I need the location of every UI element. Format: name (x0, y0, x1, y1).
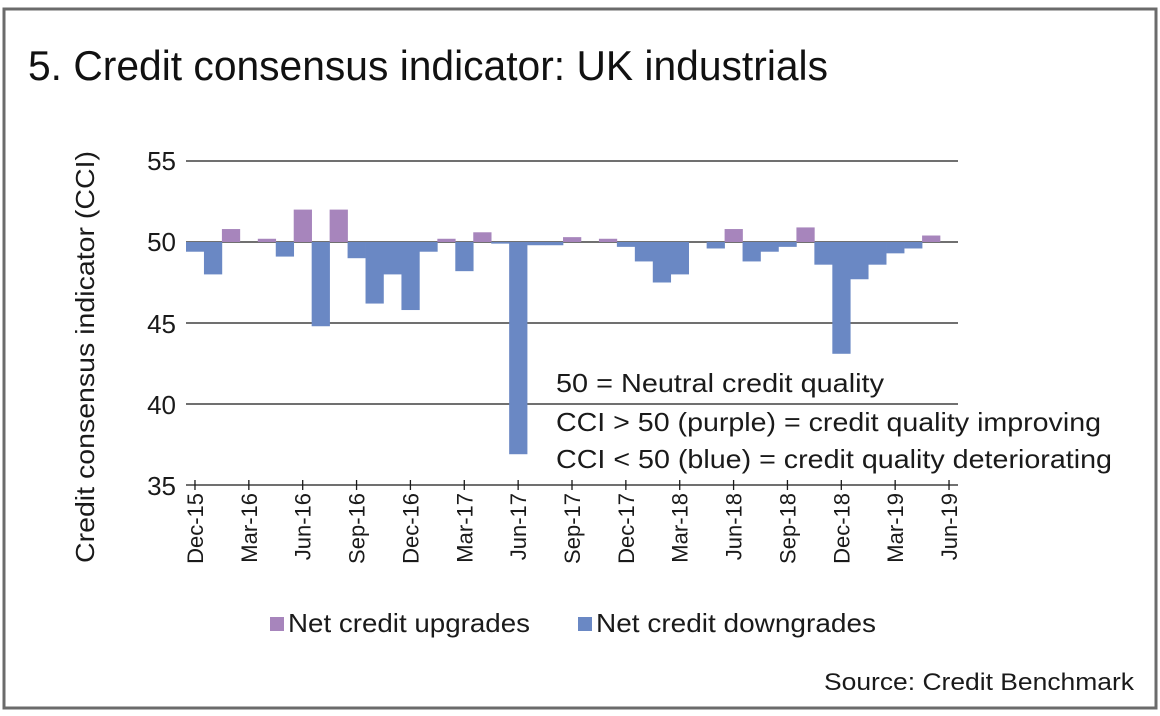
y-tick-label: 55 (147, 146, 176, 176)
x-tick-label: Jun-17 (506, 493, 531, 560)
bar-upgrade-Jun-16 (293, 209, 312, 242)
y-tick-label: 45 (147, 309, 176, 339)
bar-upgrade-Feb-16 (221, 229, 241, 242)
x-tick-label: Sep-17 (560, 493, 585, 564)
bar-downgrade-Apr-19 (904, 242, 923, 249)
x-tick-label: Dec-15 (183, 493, 208, 564)
annotation-improving: CCI > 50 (purple) = credit quality impro… (556, 407, 1101, 437)
bar-downgrade-Dec-18 (832, 242, 851, 354)
legend: Net credit upgrades Net credit downgrade… (270, 608, 876, 638)
bar-downgrade-Jan-16 (203, 242, 223, 275)
bar-downgrade-Dec-17 (616, 242, 636, 247)
source-note: Source: Credit Benchmark (824, 669, 1135, 696)
bar-upgrade-Feb-17 (437, 238, 456, 242)
bar-upgrade-Nov-17 (598, 238, 618, 242)
annotation-deteriorating: CCI < 50 (blue) = credit quality deterio… (556, 444, 1112, 474)
bar-downgrade-Jul-18 (742, 242, 761, 262)
chart-frame (2, 7, 1158, 710)
bar-downgrade-May-16 (275, 242, 295, 257)
bar-downgrade-Mar-17 (455, 242, 474, 272)
x-tick-label: Dec-18 (829, 493, 854, 564)
y-tick-label: 50 (147, 227, 176, 257)
x-tick-labels: Dec-15 Mar-16 Jun-16 Sep-16 Dec-16 Mar-17 Jun-… (183, 493, 962, 564)
annotation-background (552, 366, 1114, 474)
bar-downgrade-Jul-16 (311, 242, 330, 327)
bars (186, 209, 959, 455)
legend-swatch-downgrades (578, 617, 592, 631)
bar-upgrade-Oct-18 (796, 227, 815, 242)
bar-downgrade-Jun-17 (509, 242, 528, 455)
x-tick-label: Dec-16 (398, 493, 423, 564)
bar-downgrade-Sep-18 (778, 242, 797, 247)
x-tick-label: Mar-16 (237, 493, 262, 563)
bar-upgrade-Apr-16 (257, 238, 277, 242)
bar-downgrade-Aug-17 (545, 242, 564, 246)
bar-downgrade-May-17 (491, 242, 510, 244)
legend-swatch-upgrades (270, 617, 284, 631)
x-tick-label: Jun-19 (937, 493, 962, 560)
x-tick-label: Mar-18 (668, 493, 693, 563)
bar-downgrade-Sep-16 (347, 242, 366, 259)
bar-downgrade-Feb-19 (868, 242, 887, 265)
bar-upgrade-May-19 (922, 235, 941, 242)
x-tick-label: Jun-18 (722, 493, 747, 560)
bar-downgrade-Mar-19 (886, 242, 905, 254)
legend-label-downgrades: Net credit downgrades (596, 608, 876, 638)
annotation-notes: 50 = Neutral credit quality CCI > 50 (pu… (552, 366, 1114, 474)
y-axis-title: Credit consensus indicator (CCI) (70, 151, 100, 563)
bar-downgrade-May-18 (706, 242, 725, 249)
bar-downgrade-Oct-16 (365, 242, 384, 304)
x-tick-label: Sep-16 (345, 493, 370, 564)
annotation-neutral: 50 = Neutral credit quality (556, 368, 884, 398)
x-tick-label: Sep-18 (775, 493, 800, 564)
bar-downgrade-Aug-18 (760, 242, 779, 252)
x-tick-label: Dec-17 (614, 493, 639, 564)
bar-downgrade-Nov-16 (383, 242, 402, 275)
bar-downgrade-Mar-18 (670, 242, 689, 275)
y-tick-label: 40 (147, 390, 176, 420)
bar-upgrade-Sep-17 (563, 237, 582, 242)
x-axis (186, 480, 958, 490)
x-tick-label: Jun-16 (291, 493, 316, 560)
bar-upgrade-Aug-16 (329, 209, 348, 242)
bar-downgrade-Jul-17 (527, 242, 546, 246)
x-tick-label: Mar-19 (883, 493, 908, 563)
legend-label-upgrades: Net credit upgrades (288, 608, 530, 638)
y-tick-labels: 55 50 45 40 35 (147, 146, 176, 501)
bar-downgrade-Dec-15 (186, 242, 205, 252)
bar-upgrade-Jun-18 (724, 229, 743, 242)
bar-downgrade-Jan-18 (634, 242, 654, 262)
y-tick-label: 35 (147, 471, 176, 501)
bar-downgrade-Nov-18 (814, 242, 833, 265)
bar-upgrade-Apr-17 (473, 232, 492, 242)
bar-downgrade-Jan-17 (419, 242, 438, 252)
x-tick-label: Mar-17 (452, 493, 477, 563)
chart-title: 5. Credit consensus indicator: UK indust… (28, 42, 828, 89)
bar-downgrade-Feb-18 (652, 242, 672, 283)
bar-downgrade-Dec-16 (401, 242, 420, 311)
bar-downgrade-Jan-19 (850, 242, 869, 280)
